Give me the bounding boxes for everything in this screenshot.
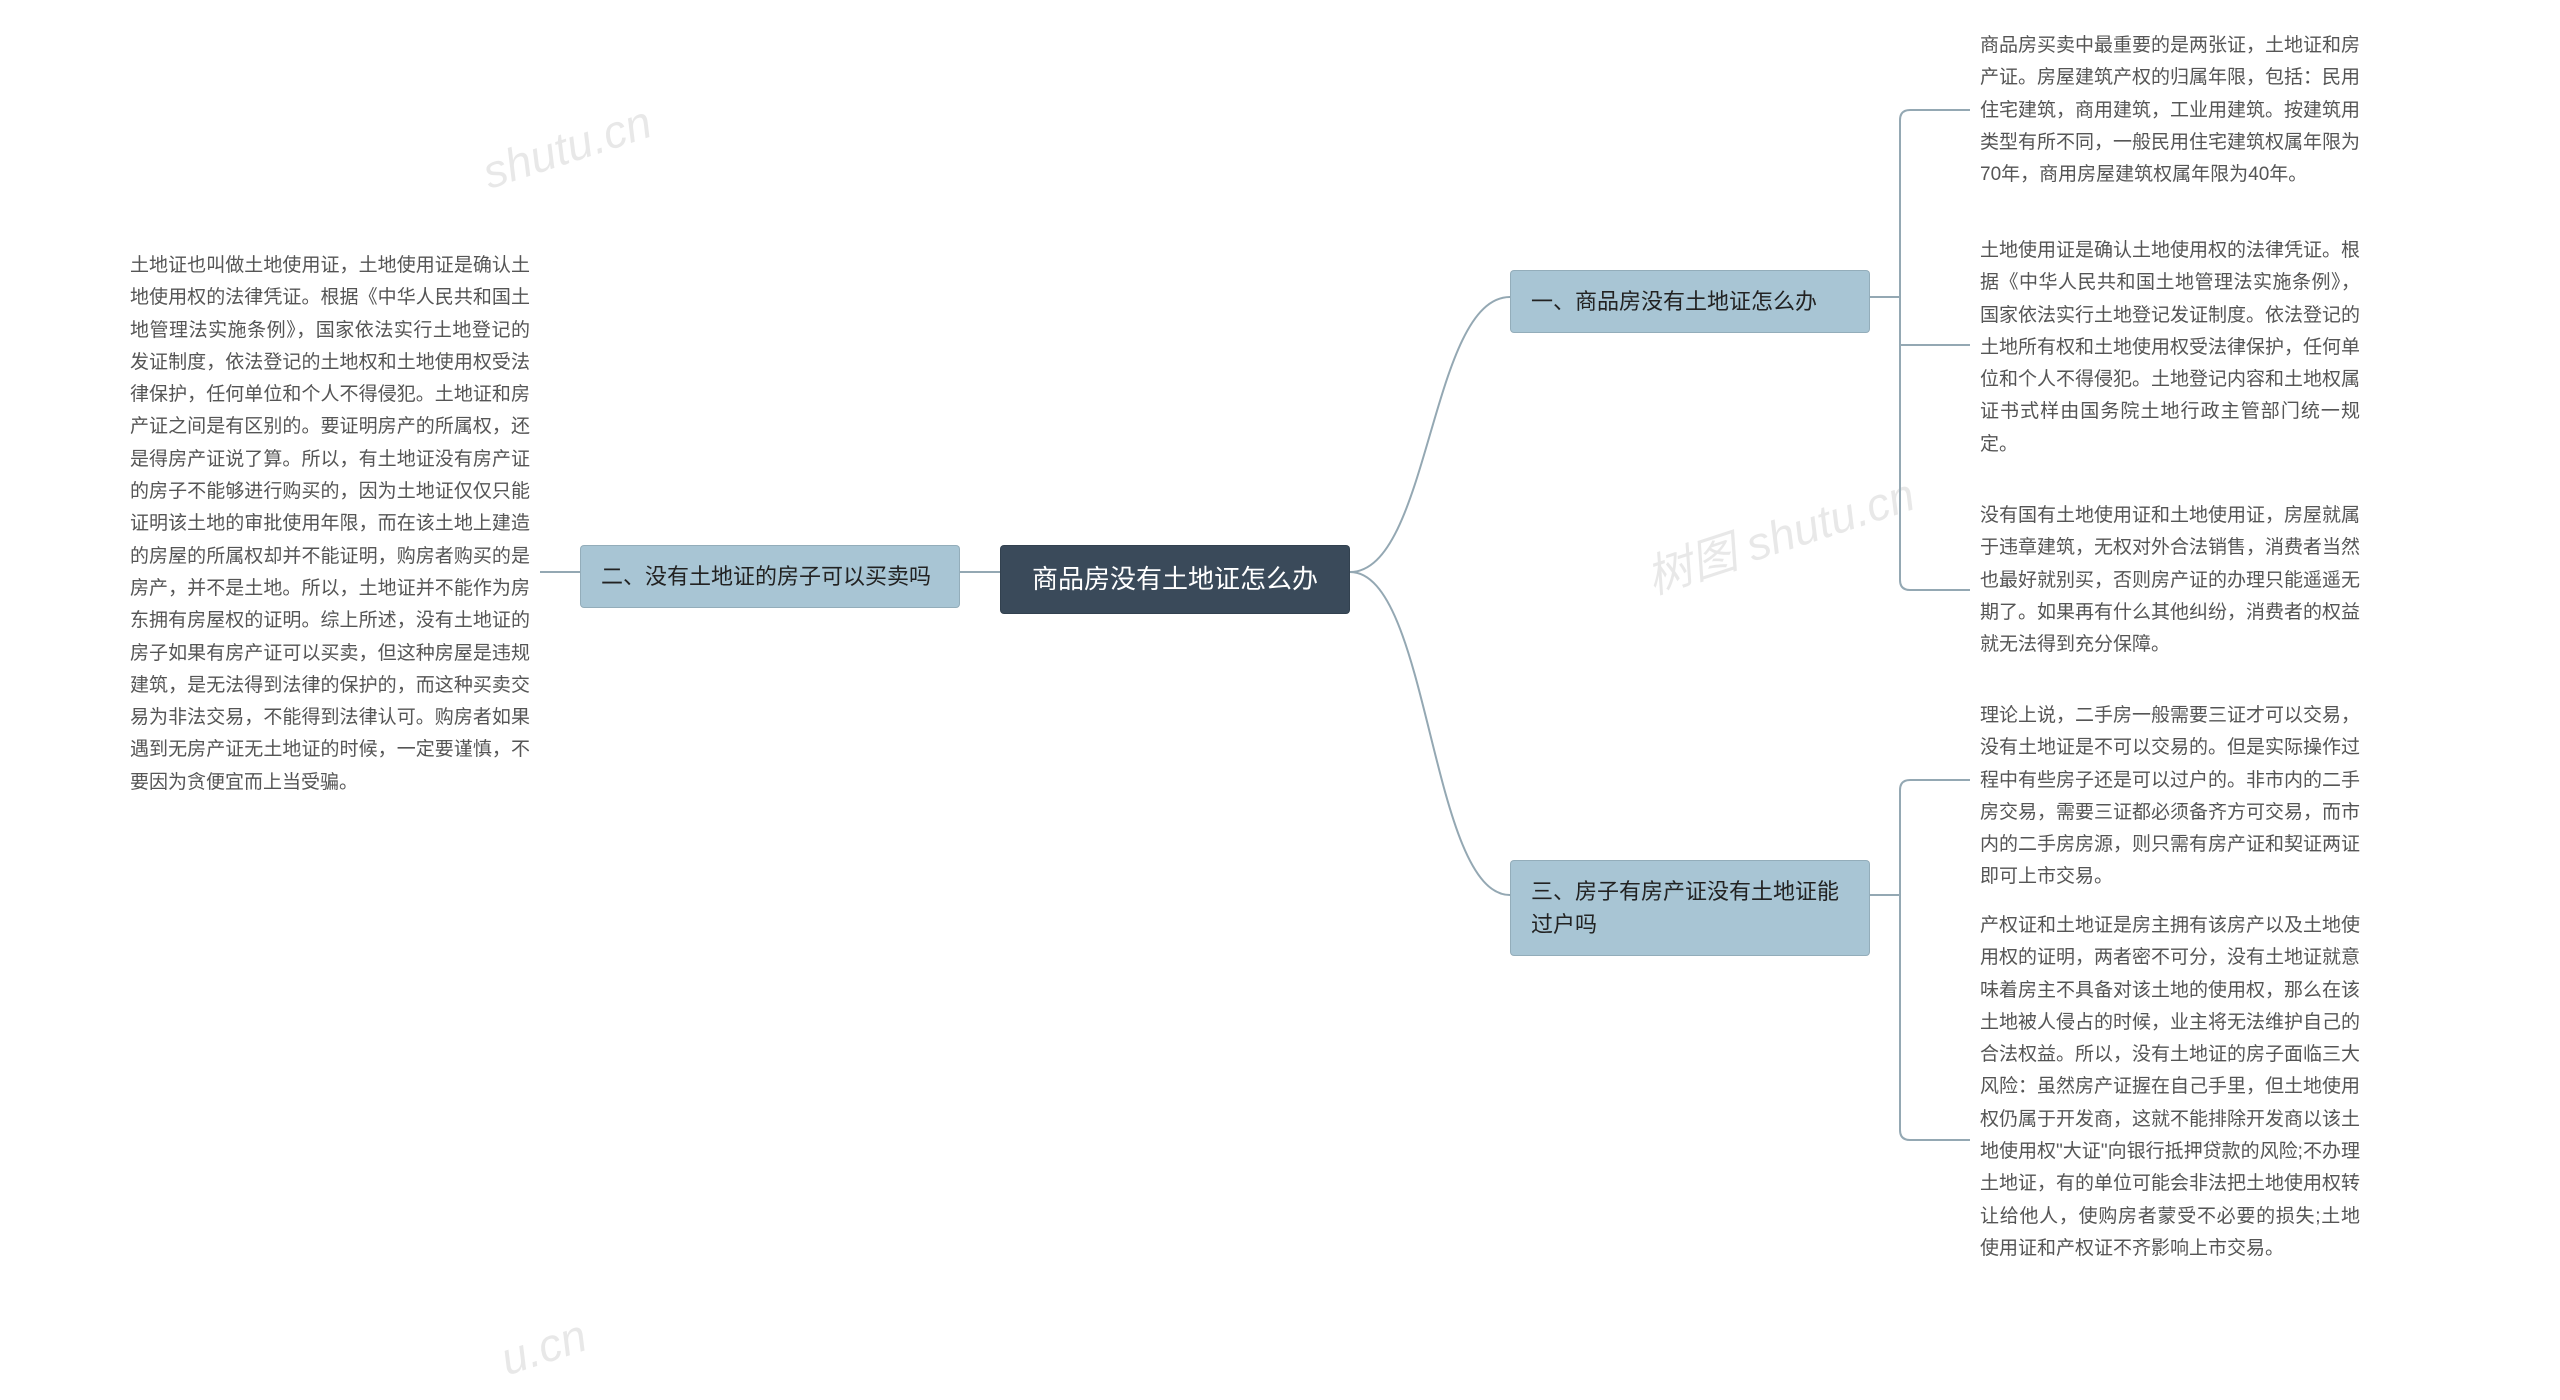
leaf-node: 理论上说，二手房一般需要三证才可以交易，没有土地证是不可以交易的。但是实际操作过… — [1980, 700, 2360, 894]
branch-node-2[interactable]: 二、没有土地证的房子可以买卖吗 — [580, 545, 960, 608]
leaf-node: 土地证也叫做土地使用证，土地使用证是确认土地使用权的法律凭证。根据《中华人民共和… — [130, 250, 530, 799]
mindmap-root[interactable]: 商品房没有土地证怎么办 — [1000, 545, 1350, 614]
leaf-node: 土地使用证是确认土地使用权的法律凭证。根据《中华人民共和国土地管理法实施条例》，… — [1980, 235, 2360, 461]
watermark: 树图 shutu.cn — [1637, 459, 1922, 608]
leaf-node: 商品房买卖中最重要的是两张证，土地证和房产证。房屋建筑产权的归属年限，包括：民用… — [1980, 30, 2360, 191]
leaf-node: 没有国有土地使用证和土地使用证，房屋就属于违章建筑，无权对外合法销售，消费者当然… — [1980, 500, 2360, 661]
watermark: shutu.cn — [476, 94, 658, 199]
watermark: u.cn — [494, 1308, 593, 1386]
leaf-node: 产权证和土地证是房主拥有该房产以及土地使用权的证明，两者密不可分，没有土地证就意… — [1980, 910, 2360, 1265]
branch-node-3[interactable]: 三、房子有房产证没有土地证能过户吗 — [1510, 860, 1870, 956]
branch-node-1[interactable]: 一、商品房没有土地证怎么办 — [1510, 270, 1870, 333]
